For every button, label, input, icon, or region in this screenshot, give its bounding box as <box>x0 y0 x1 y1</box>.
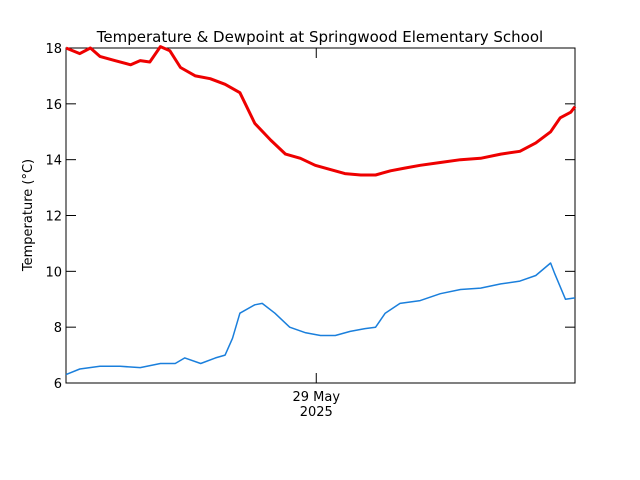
plot-frame <box>65 47 576 384</box>
y-tick-label: 8 <box>54 321 62 336</box>
x-tick-label: 2025 <box>300 405 333 420</box>
y-tick-label: 16 <box>45 98 62 113</box>
y-tick-label: 12 <box>45 210 62 225</box>
series-line <box>65 45 577 177</box>
chart-title: Temperature & Dewpoint at Springwood Ele… <box>96 28 543 46</box>
y-tick-label: 18 <box>45 42 62 57</box>
y-tick-label: 6 <box>54 377 62 392</box>
y-tick-label: 10 <box>45 265 62 280</box>
series-line <box>65 262 576 376</box>
x-tick-label: 29 May <box>292 390 340 405</box>
y-axis-label: Temperature (°C) <box>21 159 36 272</box>
y-tick-label: 14 <box>45 154 62 169</box>
